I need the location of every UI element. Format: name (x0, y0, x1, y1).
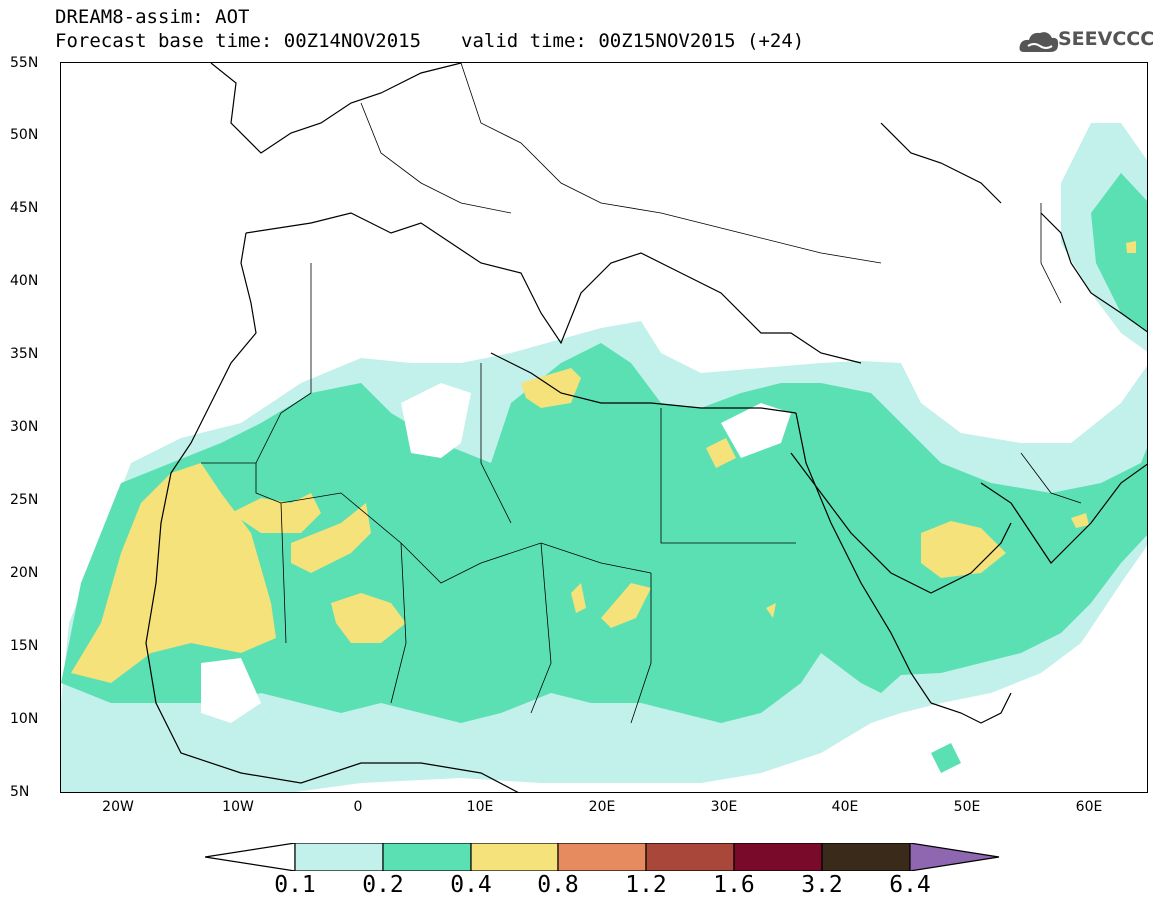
lat-label-25n: 25N (10, 492, 39, 508)
lat-label-30n: 30N (10, 419, 39, 435)
logo-text: SEEVCCC (1058, 28, 1155, 50)
lon-label-0: 0 (353, 799, 363, 815)
colorbar-segment-2 (382, 843, 472, 871)
coastlines (145, 63, 1147, 792)
aot-map (60, 62, 1148, 793)
colorbar (205, 843, 1000, 871)
colorbar-label-0.4: 0.4 (450, 872, 492, 898)
forecast-times: Forecast base time: 00Z14NOV2015 valid ti… (55, 30, 804, 52)
colorbar-segment-3 (470, 843, 559, 871)
lat-label-10n: 10N (10, 711, 39, 727)
colorbar-segment-4 (557, 843, 647, 871)
colorbar-label-3.2: 3.2 (801, 872, 843, 898)
colorbar-label-0.1: 0.1 (274, 872, 316, 898)
colorbar-label-1.2: 1.2 (625, 872, 667, 898)
colorbar-label-0.2: 0.2 (362, 872, 404, 898)
lat-label-5n: 5N (10, 784, 30, 800)
lon-label-20e: 20E (588, 799, 616, 815)
lat-label-35n: 35N (10, 346, 39, 362)
colorbar-segment-7 (821, 843, 911, 871)
aot-contour-0.4 (71, 241, 1136, 683)
colorbar-segment-high (909, 843, 1000, 871)
lon-label-60e: 60E (1075, 799, 1103, 815)
lon-label-40e: 40E (831, 799, 859, 815)
lat-label-40n: 40N (10, 273, 39, 289)
colorbar-label-0.8: 0.8 (537, 872, 579, 898)
colorbar-segment-low (205, 843, 296, 871)
lon-label-50e: 50E (953, 799, 981, 815)
colorbar-segment-5 (645, 843, 735, 871)
lon-label-20w: 20W (102, 799, 134, 815)
country-borders (201, 63, 1082, 724)
lat-label-20n: 20N (10, 565, 39, 581)
colorbar-label-1.6: 1.6 (713, 872, 755, 898)
lon-label-30e: 30E (710, 799, 738, 815)
lat-label-50n: 50N (10, 127, 39, 143)
lat-label-45n: 45N (10, 200, 39, 216)
valid-time: valid time: 00Z15NOV2015 (+24) (461, 30, 805, 52)
map-title: DREAM8-assim: AOT (55, 6, 250, 28)
base-time: Forecast base time: 00Z14NOV2015 (55, 30, 422, 52)
colorbar-label-6.4: 6.4 (889, 872, 931, 898)
lat-label-55n: 55N (10, 55, 39, 71)
lat-label-15n: 15N (10, 638, 39, 654)
aot-contour-0.2 (61, 173, 1147, 773)
colorbar-segment-6 (733, 843, 823, 871)
lon-label-10e: 10E (466, 799, 494, 815)
cloud-icon (1019, 32, 1059, 52)
lon-label-10w: 10W (222, 799, 254, 815)
colorbar-segment-1 (294, 843, 384, 871)
